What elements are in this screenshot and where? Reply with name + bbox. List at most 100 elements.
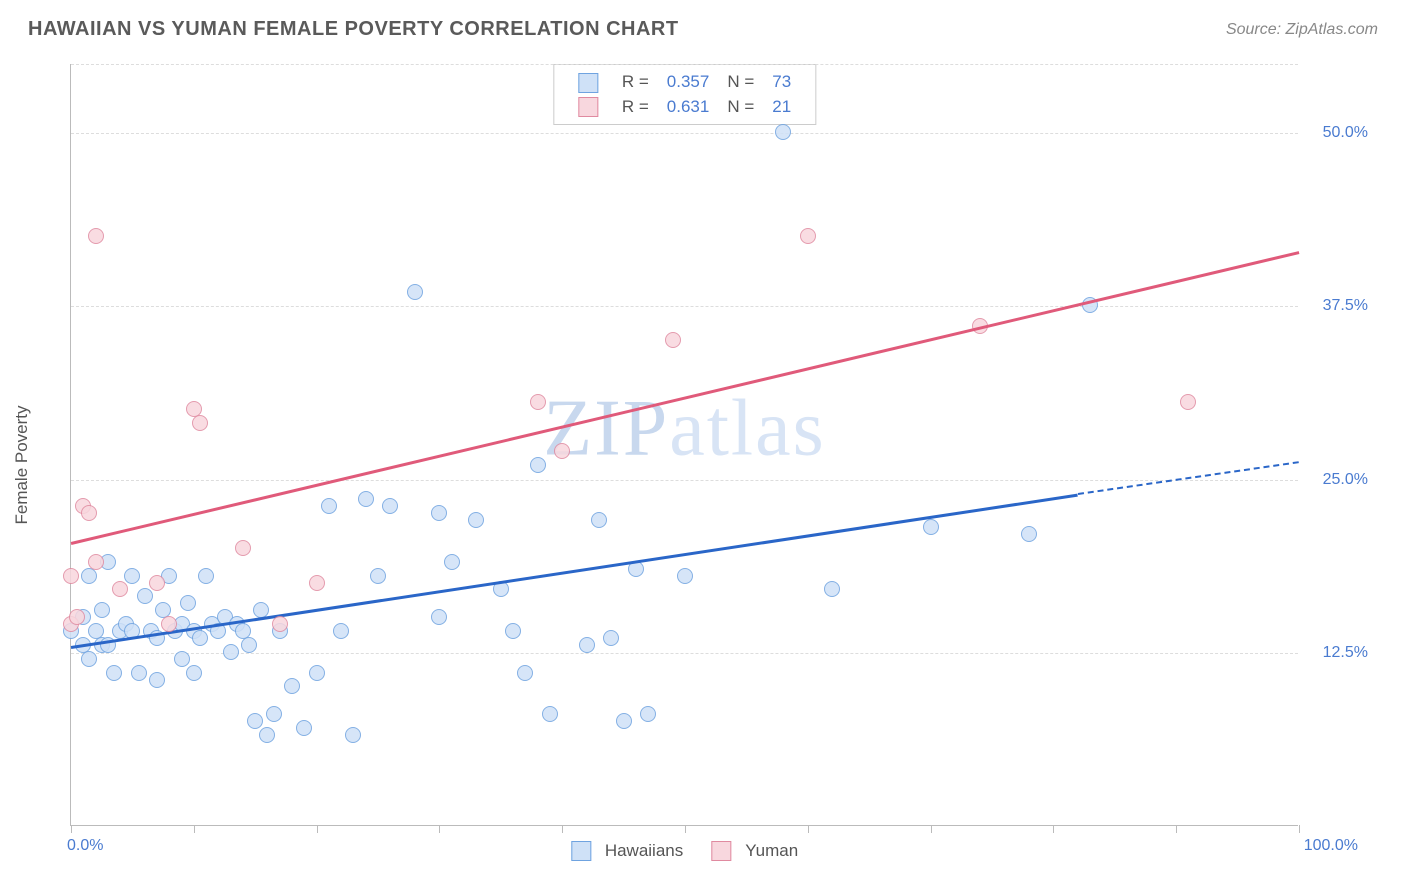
data-point bbox=[554, 443, 570, 459]
data-point bbox=[579, 637, 595, 653]
data-point bbox=[69, 609, 85, 625]
data-point bbox=[530, 394, 546, 410]
data-point bbox=[1021, 526, 1037, 542]
data-point bbox=[223, 644, 239, 660]
data-point bbox=[309, 575, 325, 591]
data-point bbox=[186, 665, 202, 681]
data-point bbox=[161, 616, 177, 632]
gridline-h bbox=[71, 64, 1298, 65]
data-point bbox=[542, 706, 558, 722]
x-tick bbox=[317, 825, 318, 833]
data-point bbox=[198, 568, 214, 584]
data-point bbox=[505, 623, 521, 639]
trend-line bbox=[1078, 462, 1299, 496]
legend-item: Yuman bbox=[711, 841, 798, 861]
data-point bbox=[149, 672, 165, 688]
data-point bbox=[468, 512, 484, 528]
data-point bbox=[88, 228, 104, 244]
legend-swatch bbox=[578, 97, 598, 117]
data-point bbox=[591, 512, 607, 528]
data-point bbox=[192, 630, 208, 646]
data-point bbox=[259, 727, 275, 743]
data-point bbox=[149, 575, 165, 591]
plot-area: ZIPatlas R =0.357N =73R =0.631N =21 Hawa… bbox=[70, 64, 1298, 826]
data-point bbox=[106, 665, 122, 681]
data-point bbox=[824, 581, 840, 597]
data-point bbox=[81, 505, 97, 521]
data-point bbox=[247, 713, 263, 729]
x-tick bbox=[931, 825, 932, 833]
data-point bbox=[174, 651, 190, 667]
legend-r-value: 0.357 bbox=[659, 71, 718, 94]
data-point bbox=[192, 415, 208, 431]
data-point bbox=[241, 637, 257, 653]
x-tick bbox=[71, 825, 72, 833]
y-tick-label: 37.5% bbox=[1308, 297, 1368, 315]
x-tick-label: 100.0% bbox=[1304, 837, 1358, 855]
x-tick bbox=[439, 825, 440, 833]
data-point bbox=[665, 332, 681, 348]
legend-item: Hawaiians bbox=[571, 841, 683, 861]
x-tick bbox=[562, 825, 563, 833]
x-tick bbox=[194, 825, 195, 833]
data-point bbox=[603, 630, 619, 646]
x-tick bbox=[1053, 825, 1054, 833]
legend-r-value: 0.631 bbox=[659, 96, 718, 119]
gridline-h bbox=[71, 480, 1298, 481]
legend-r-label: R = bbox=[614, 96, 657, 119]
x-tick-label: 0.0% bbox=[67, 837, 103, 855]
legend-n-label: N = bbox=[719, 96, 762, 119]
x-tick bbox=[1176, 825, 1177, 833]
trend-line bbox=[71, 494, 1078, 649]
y-tick-label: 50.0% bbox=[1308, 124, 1368, 142]
legend-n-value: 73 bbox=[764, 71, 799, 94]
y-tick-label: 12.5% bbox=[1308, 644, 1368, 662]
x-tick bbox=[808, 825, 809, 833]
data-point bbox=[63, 568, 79, 584]
data-point bbox=[407, 284, 423, 300]
data-point bbox=[345, 727, 361, 743]
gridline-h bbox=[71, 653, 1298, 654]
legend-label: Hawaiians bbox=[605, 841, 683, 861]
data-point bbox=[800, 228, 816, 244]
data-point bbox=[296, 720, 312, 736]
x-tick bbox=[1299, 825, 1300, 833]
data-point bbox=[530, 457, 546, 473]
y-axis-label: Female Poverty bbox=[12, 405, 32, 524]
data-point bbox=[431, 609, 447, 625]
data-point bbox=[124, 568, 140, 584]
y-tick-label: 25.0% bbox=[1308, 471, 1368, 489]
data-point bbox=[112, 581, 128, 597]
data-point bbox=[677, 568, 693, 584]
chart-container: Female Poverty ZIPatlas R =0.357N =73R =… bbox=[28, 56, 1378, 874]
data-point bbox=[382, 498, 398, 514]
data-point bbox=[923, 519, 939, 535]
x-tick bbox=[685, 825, 686, 833]
data-point bbox=[272, 616, 288, 632]
data-point bbox=[431, 505, 447, 521]
legend-label: Yuman bbox=[745, 841, 798, 861]
gridline-h bbox=[71, 133, 1298, 134]
data-point bbox=[131, 665, 147, 681]
data-point bbox=[88, 554, 104, 570]
data-point bbox=[640, 706, 656, 722]
data-point bbox=[284, 678, 300, 694]
source-label: Source: ZipAtlas.com bbox=[1226, 21, 1378, 39]
data-point bbox=[358, 491, 374, 507]
data-point bbox=[235, 540, 251, 556]
data-point bbox=[775, 124, 791, 140]
data-point bbox=[370, 568, 386, 584]
legend-swatch bbox=[571, 841, 591, 861]
trend-line bbox=[71, 251, 1300, 544]
data-point bbox=[517, 665, 533, 681]
data-point bbox=[333, 623, 349, 639]
data-point bbox=[137, 588, 153, 604]
data-point bbox=[81, 651, 97, 667]
data-point bbox=[616, 713, 632, 729]
data-point bbox=[266, 706, 282, 722]
data-point bbox=[180, 595, 196, 611]
legend-n-label: N = bbox=[719, 71, 762, 94]
data-point bbox=[444, 554, 460, 570]
legend-r-label: R = bbox=[614, 71, 657, 94]
data-point bbox=[309, 665, 325, 681]
